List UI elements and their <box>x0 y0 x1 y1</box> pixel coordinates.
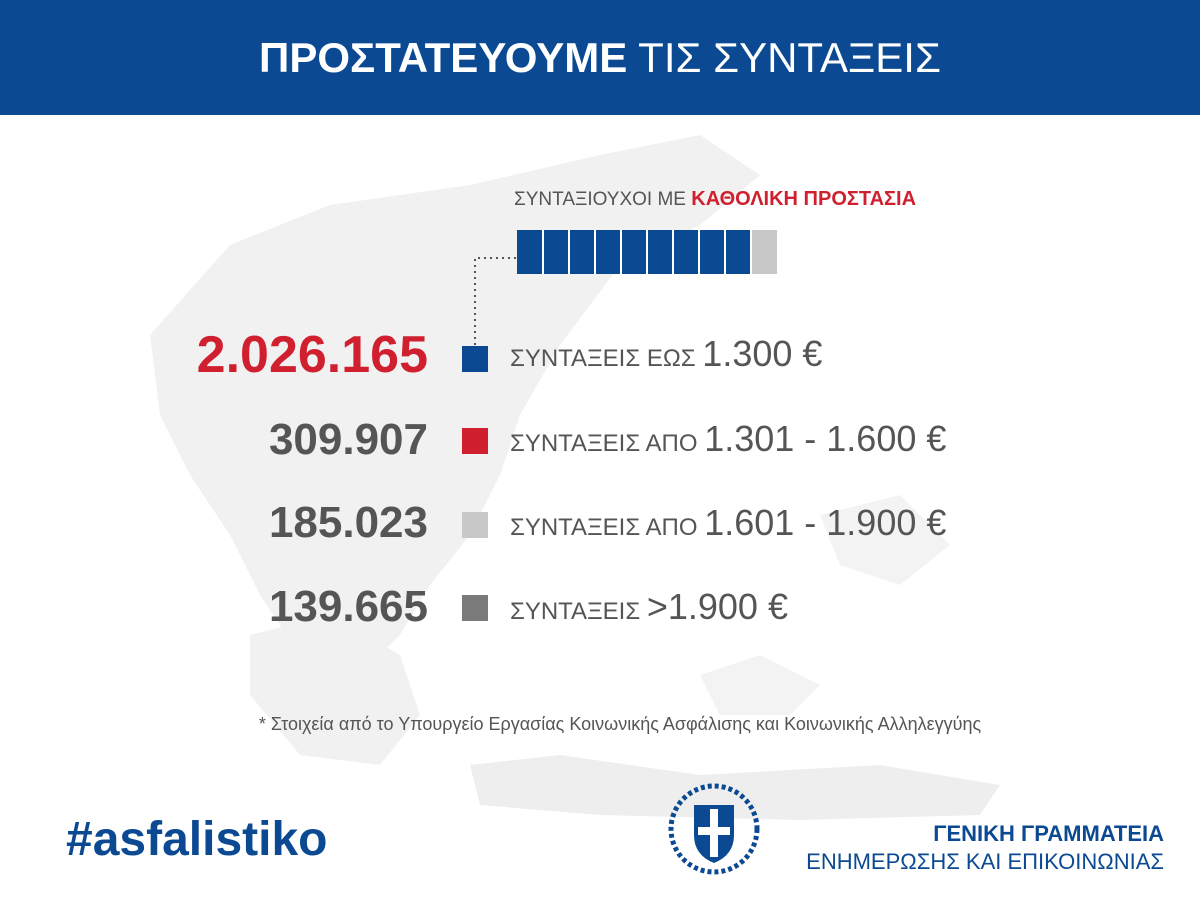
legend-square <box>462 346 488 372</box>
label: ΣΥΝΤΑΞΕΙΣ ΑΠΟ <box>510 430 698 457</box>
row-label: ΣΥΝΤΑΞΕΙΣ >1.900 € <box>510 586 788 628</box>
row-label: ΣΥΝΤΑΞΕΙΣ ΑΠΟ 1.601 - 1.900 € <box>510 502 946 544</box>
amount: 1.301 - 1.600 € <box>704 418 947 459</box>
emblem <box>668 783 760 875</box>
amount: >1.900 € <box>646 586 788 627</box>
legend-square <box>462 512 488 538</box>
row-label: ΣΥΝΤΑΞΕΙΣ ΕΩΣ 1.300 € <box>510 333 822 375</box>
connector <box>474 257 517 345</box>
title-rest: ΤΙΣ ΣΥΝΤΑΞΕΙΣ <box>638 34 941 81</box>
org-line2: ΕΝΗΜΕΡΩΣΗΣ ΚΑΙ ΕΠΙΚΟΙΝΩΝΙΑΣ <box>806 849 1164 874</box>
legend-square <box>462 595 488 621</box>
legend-square <box>462 428 488 454</box>
count: 139.665 <box>268 582 428 631</box>
count: 309.907 <box>268 415 428 464</box>
title-bold: ΠΡΟΣΤΑΤΕΥΟΥΜΕ <box>259 34 628 81</box>
header: ΠΡΟΣΤΑΤΕΥΟΥΜΕ ΤΙΣ ΣΥΝΤΑΞΕΙΣ <box>0 0 1200 115</box>
segments <box>517 230 777 274</box>
protection-label: ΣΥΝΤΑΞΙΟΥΧΟΙ ΜΕ <box>514 189 686 210</box>
label: ΣΥΝΤΑΞΕΙΣ ΕΩΣ <box>510 345 696 372</box>
amount: 1.601 - 1.900 € <box>704 502 947 543</box>
org-line1: ΓΕΝΙΚΗ ΓΡΑΜΜΑΤΕΙΑ <box>933 821 1164 846</box>
footnote: * Στοιχεία από το Υπουργείο Εργασίας Κοι… <box>258 714 982 734</box>
organization: ΓΕΝΙΚΗ ΓΡΑΜΜΑΤΕΙΑ ΕΝΗΜΕΡΩΣΗΣ ΚΑΙ ΕΠΙΚΟΙΝ… <box>806 820 1164 876</box>
protection-highlight: ΚΑΘΟΛΙΚΗ ΠΡΟΣΤΑΣΙΑ <box>691 188 917 210</box>
hashtag: #asfalistiko <box>66 813 328 866</box>
amount: 1.300 € <box>702 333 823 374</box>
label: ΣΥΝΤΑΞΕΙΣ ΑΠΟ <box>510 514 698 541</box>
row-label: ΣΥΝΤΑΞΕΙΣ ΑΠΟ 1.301 - 1.600 € <box>510 418 946 460</box>
count: 2.026.165 <box>196 326 428 384</box>
protection-caption: ΣΥΝΤΑΞΙΟΥΧΟΙ ΜΕ ΚΑΘΟΛΙΚΗ ΠΡΟΣΤΑΣΙΑ <box>514 188 916 211</box>
label: ΣΥΝΤΑΞΕΙΣ <box>510 598 641 625</box>
count: 185.023 <box>268 498 428 547</box>
